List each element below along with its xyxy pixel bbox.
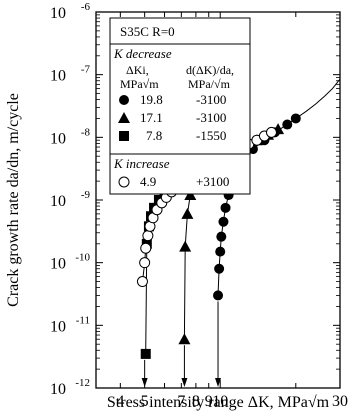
series-1-point-1 [213,290,224,301]
legend-marker-circle-open [118,176,130,188]
y-tick-label-exponent: -11 [76,314,90,326]
legend-entry-3-rate: -1550 [196,128,226,143]
series-1-arrow-head [215,378,222,387]
series-1-point-6 [220,202,231,213]
legend-entry-4-dki: 4.9 [140,174,156,189]
series-1-point-14 [282,119,293,130]
series-4-point-4 [142,230,154,242]
y-tick-label: 10 [50,5,66,22]
y-axis-label: Crack growth rate da/dn, m/cycle [5,93,22,307]
legend-entry-2-rate: -3100 [196,110,226,125]
legend-header: S35C R=0 [120,24,175,39]
x-axis-label: Stress intensity range ΔK, MPa√m [107,394,330,411]
legend-marker-circle-filled [119,95,129,105]
legend-entry-3-dki: 7.8 [146,128,162,143]
series-3-arrow-head [141,378,148,387]
legend-col1-header: ΔKi, [126,63,149,77]
series-2-point-2 [179,240,192,252]
series-2-point-1 [178,333,191,345]
y-tick-label-exponent: -9 [81,189,91,201]
x-tick-label: 5 [141,393,149,410]
legend-group1-title: K decrease [113,46,172,61]
series-2-point-4 [184,189,197,201]
legend-entry-2-dki: 17.1 [140,110,163,125]
y-tick-label: 10 [50,193,66,210]
x-tick-label: 7 [177,393,185,410]
series-4-point-25 [265,126,277,138]
y-tick-label: 10 [50,381,66,398]
x-tick-label: 8 [192,393,200,410]
legend: S35C R=0 K decrease ΔKi, MPa√m d(ΔK)/da,… [109,17,251,195]
series-2-point-3 [181,207,194,219]
y-tick-label-exponent: -12 [75,377,90,389]
legend-marker-square-filled [119,131,129,141]
x-tick-label: 4 [116,393,124,410]
y-tick-label-exponent: -8 [81,126,91,138]
series-4-point-2 [139,257,151,269]
series-4-point-3 [140,242,152,254]
y-tick-label: 10 [50,130,66,147]
series-3-point-1 [140,348,151,359]
y-tick-label: 10 [50,68,66,85]
y-tick-label-exponent: -7 [81,64,91,76]
x-tick-label: 9 [205,393,213,410]
legend-entry-4-rate: +3100 [196,174,229,189]
y-tick-label-exponent: -10 [75,252,90,264]
legend-col2-header: d(ΔK)/da, [186,63,234,77]
series-1-point-3 [215,246,226,257]
legend-box [109,17,251,195]
y-tick-label: 10 [50,256,66,273]
legend-entry-1-rate: -3100 [196,92,226,107]
threshold-arrows [141,301,222,387]
x-tick-label: 10 [212,393,228,410]
legend-marker-triangle-filled [118,112,130,123]
series-2-arrow-head [181,378,188,387]
series-1-point-2 [214,263,225,274]
series-1-point-4 [216,231,227,242]
trend-curve [295,78,341,119]
series-1-point-5 [218,216,229,227]
legend-col2-unit: MPa/√m [188,77,231,91]
y-tick-label: 10 [50,318,66,335]
y-tick-label-exponent: -6 [81,1,91,13]
x-tick-label: 30 [332,393,348,410]
legend-col1-unit: MPa√m [120,77,159,91]
series-1-point-15 [290,113,301,124]
series-4-point-1 [136,276,148,288]
legend-entry-1-dki: 19.8 [140,92,163,107]
legend-group2-title: K increase [113,156,170,171]
